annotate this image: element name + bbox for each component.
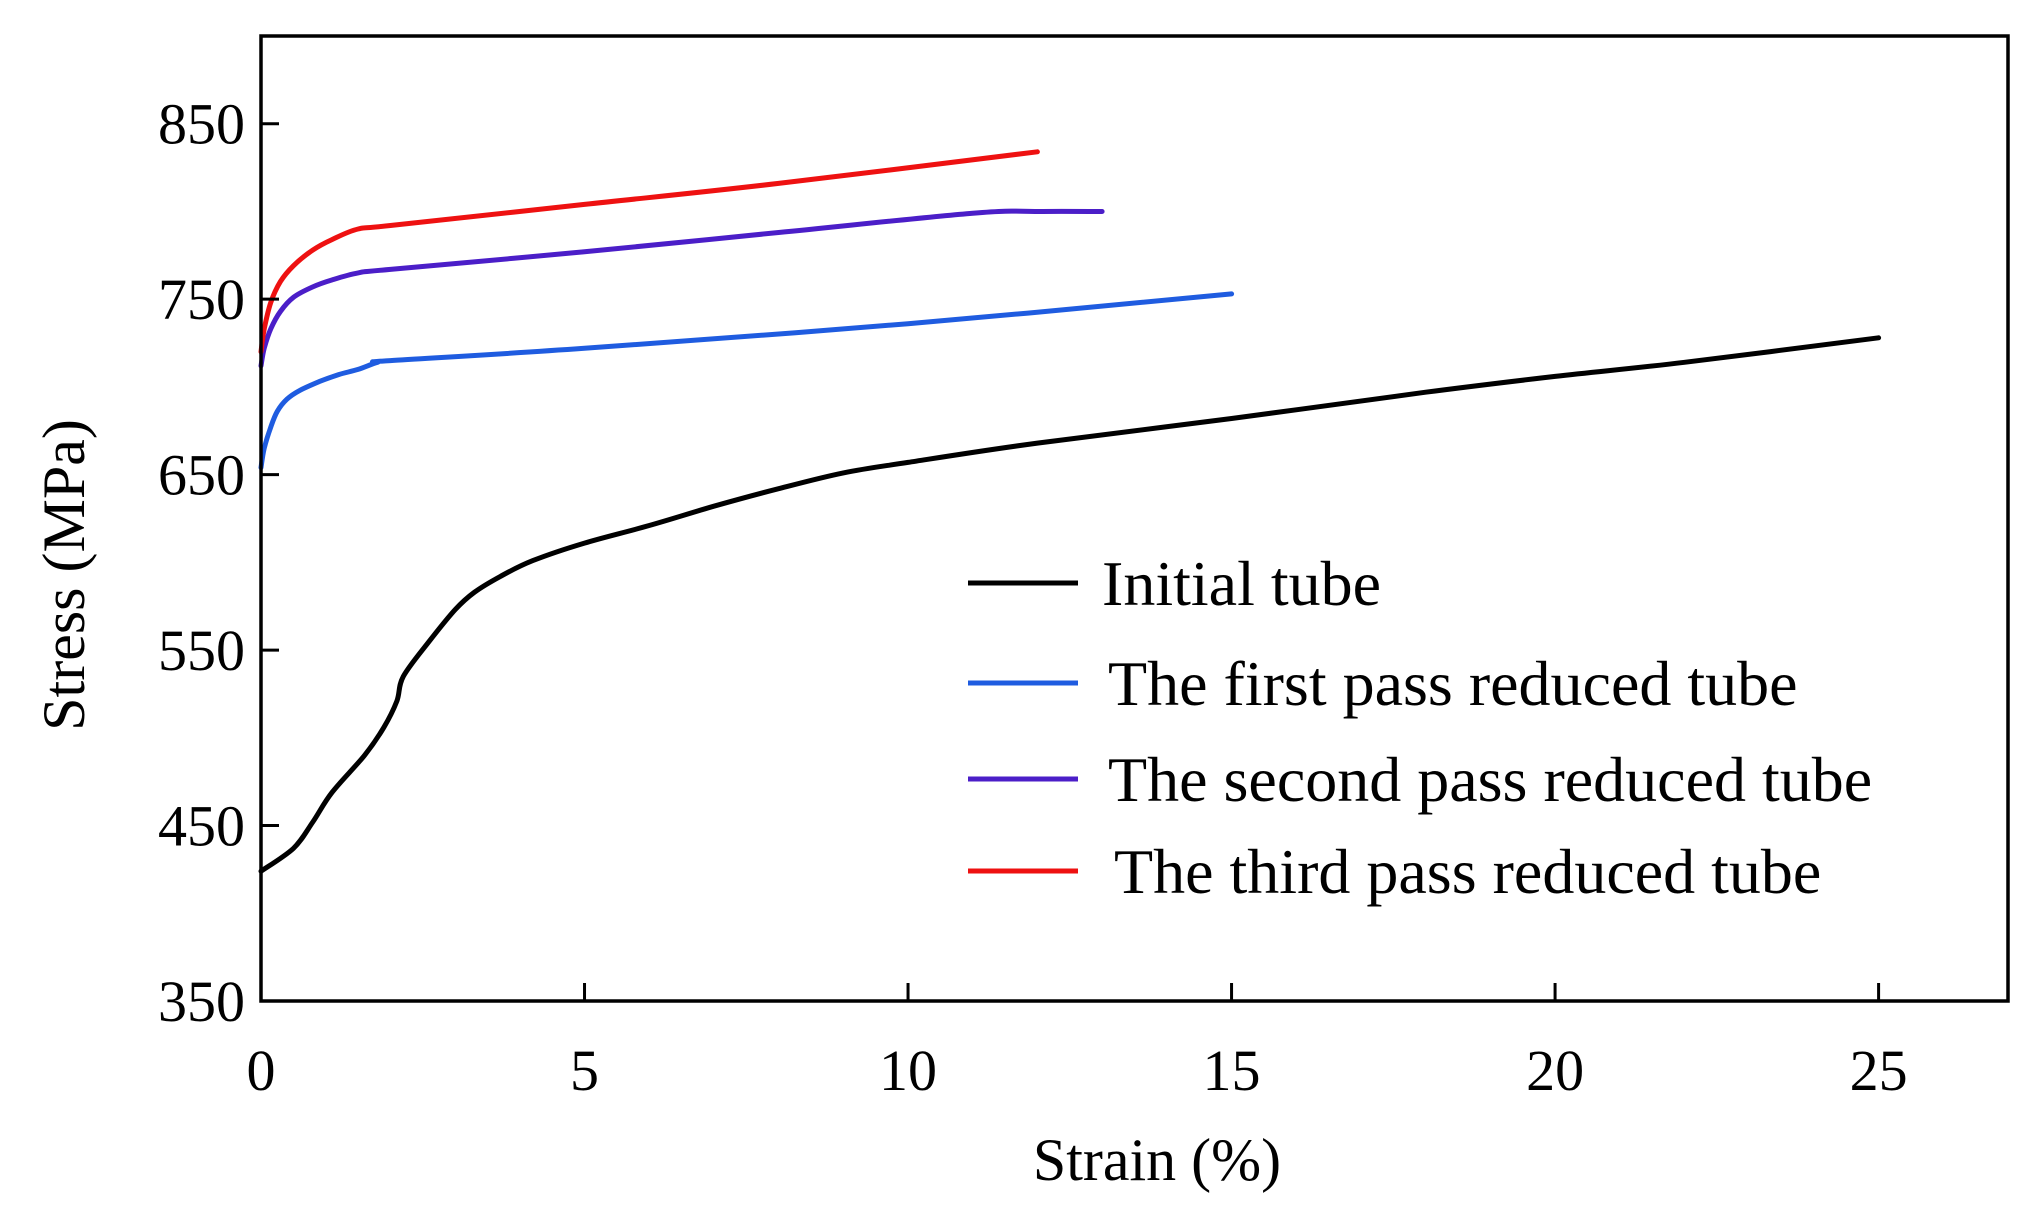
series-initial-tube (258, 335, 1882, 874)
y-tick-label: 650 (158, 443, 245, 508)
x-tick-label: 10 (879, 1038, 937, 1103)
x-tick-label: 15 (1203, 1038, 1261, 1103)
x-tick-label: 5 (570, 1038, 599, 1103)
series-first-pass (258, 291, 1235, 471)
series-second-pass (258, 208, 1105, 369)
y-tick-label: 550 (158, 618, 245, 683)
legend-label: The first pass reduced tube (1108, 648, 1798, 719)
y-axis-title: Stress (MPa) (31, 419, 97, 731)
y-tick-label: 850 (158, 92, 245, 157)
x-tick-label: 20 (1526, 1038, 1584, 1103)
x-tick-label: 0 (247, 1038, 276, 1103)
plot-frame (259, 34, 2010, 1003)
legend-label: The second pass reduced tube (1108, 744, 1872, 815)
y-tick-label: 750 (158, 267, 245, 332)
x-tick-label: 25 (1850, 1038, 1908, 1103)
legend-label: The third pass reduced tube (1114, 836, 1821, 907)
y-tick-label: 450 (158, 794, 245, 859)
legend: Initial tube The first pass reduced tube T… (968, 548, 1872, 907)
legend-label: Initial tube (1102, 548, 1381, 619)
ticks-layer: 0 5 10 15 20 25 350 450 550 650 750 850 (158, 92, 1908, 1103)
y-tick-label: 350 (158, 969, 245, 1034)
x-axis-title: Strain (%) (1033, 1127, 1281, 1193)
